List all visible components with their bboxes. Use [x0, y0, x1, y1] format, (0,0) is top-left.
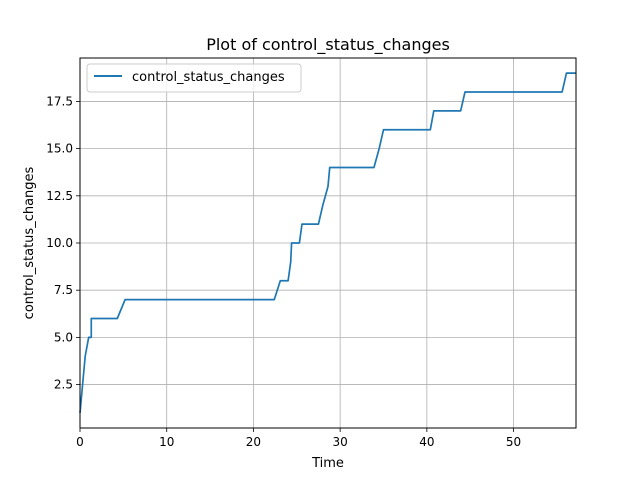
- y-tick-label: 17.5: [46, 94, 73, 108]
- x-tick-label: 40: [419, 435, 434, 449]
- x-tick-label: 0: [76, 435, 84, 449]
- legend-label: control_status_changes: [132, 70, 285, 85]
- y-axis-ticks: 2.5 5.0 7.5 10.0 12.5 15.0 17.5: [46, 94, 80, 392]
- x-tick-label: 10: [159, 435, 174, 449]
- y-tick-label: 15.0: [46, 142, 73, 156]
- y-axis-label: control_status_changes: [22, 166, 37, 319]
- legend: control_status_changes: [86, 63, 302, 93]
- y-tick-label: 10.0: [46, 236, 73, 250]
- x-tick-label: 50: [506, 435, 521, 449]
- chart-title: Plot of control_status_changes: [206, 35, 450, 55]
- series-layer: [79, 72, 576, 413]
- x-tick-label: 20: [246, 435, 261, 449]
- y-tick-label: 12.5: [46, 189, 73, 203]
- series-line: [79, 72, 576, 413]
- plot-area: 0 10 20 30 40 50 2.5 5.0 7.5 10.0 12.5 15.0 17.5: [46, 57, 577, 449]
- y-tick-label: 5.0: [54, 330, 73, 344]
- x-axis-ticks: 0 10 20 30 40 50: [76, 428, 521, 449]
- x-tick-label: 30: [332, 435, 347, 449]
- grid: [79, 58, 576, 428]
- y-tick-label: 2.5: [54, 378, 73, 392]
- legend-box: [86, 63, 302, 93]
- x-axis-label: Time: [311, 456, 344, 471]
- y-tick-label: 7.5: [54, 283, 73, 297]
